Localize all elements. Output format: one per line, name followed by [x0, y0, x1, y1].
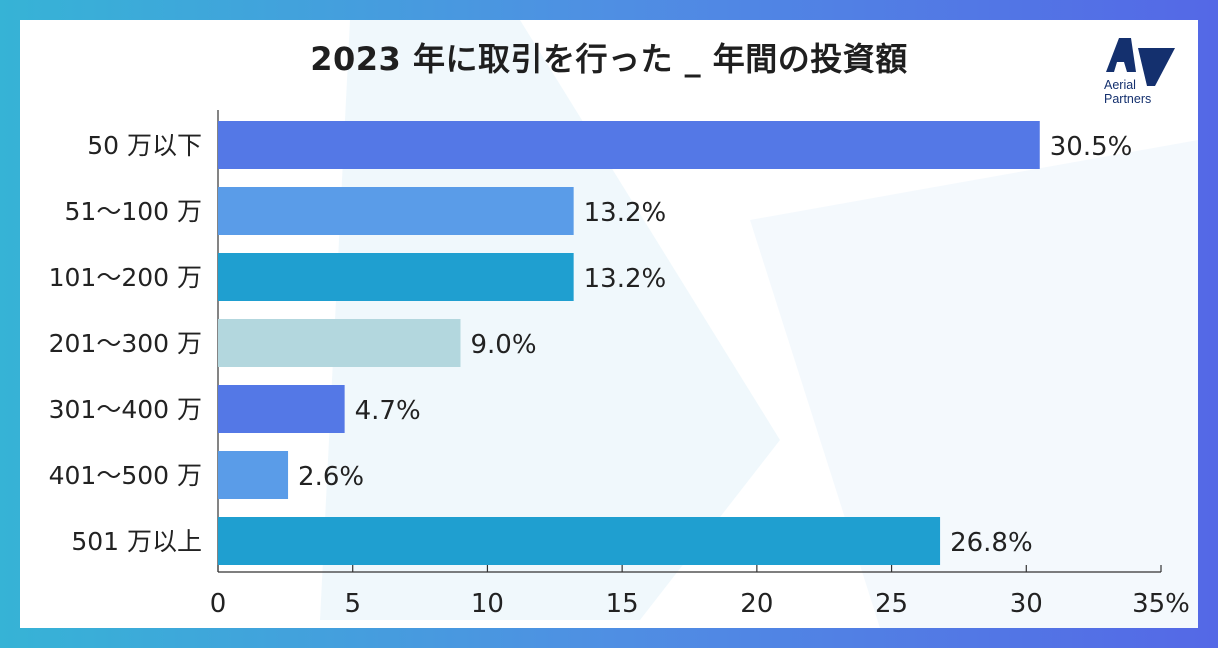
- data-label: 13.2%: [584, 198, 667, 228]
- category-label: 101〜200 万: [49, 263, 202, 292]
- bar: [218, 517, 941, 565]
- category-label: 401〜500 万: [49, 461, 202, 490]
- category-label: 51〜100 万: [65, 197, 202, 226]
- x-tick-label: 20: [740, 589, 773, 619]
- x-tick-label: 30: [1010, 589, 1043, 619]
- category-label: 201〜300 万: [49, 329, 202, 358]
- bar: [218, 121, 1040, 169]
- category-label: 50 万以下: [87, 131, 202, 160]
- x-tick-label: 5: [344, 589, 361, 619]
- data-label: 2.6%: [298, 462, 364, 492]
- x-tick-label: 35%: [1132, 589, 1190, 619]
- x-tick-label: 15: [606, 589, 639, 619]
- x-tick-label: 0: [210, 589, 227, 619]
- logo-text-line1: Aerial: [1104, 78, 1136, 92]
- aerial-partners-logo: [1106, 38, 1175, 86]
- bar: [218, 253, 574, 301]
- logo-text-line2: Partners: [1104, 92, 1152, 106]
- x-tick-label: 10: [471, 589, 504, 619]
- data-label: 13.2%: [584, 264, 667, 294]
- x-tick-label: 25: [875, 589, 908, 619]
- bar: [218, 451, 289, 499]
- category-label: 501 万以上: [71, 527, 202, 556]
- category-label: 301〜400 万: [49, 395, 202, 424]
- chart-title: 2023 年に取引を行った _ 年間の投資額: [310, 40, 908, 78]
- data-label: 4.7%: [355, 396, 421, 426]
- data-label: 30.5%: [1050, 132, 1133, 162]
- bar: [218, 187, 574, 235]
- bar: [218, 385, 345, 433]
- bar: [218, 319, 461, 367]
- data-label: 26.8%: [950, 528, 1033, 558]
- data-label: 9.0%: [470, 330, 536, 360]
- background-decoration: [320, 20, 1198, 628]
